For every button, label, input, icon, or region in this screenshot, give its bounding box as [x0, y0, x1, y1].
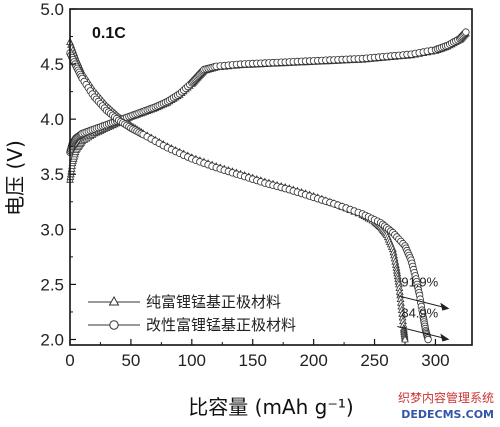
annotation-arrow-head — [440, 333, 450, 342]
x-tick-label: 300 — [421, 351, 449, 370]
x-tick-label: 0 — [65, 351, 74, 370]
y-tick-label: 3.0 — [40, 220, 64, 239]
annotation-arrow-line — [397, 325, 446, 339]
circle-marker — [424, 335, 432, 344]
circle-marker — [462, 28, 470, 36]
x-tick-label: 250 — [360, 351, 388, 370]
plot-content — [66, 28, 470, 344]
watermark-line2: DEDECMS.COM — [401, 408, 494, 421]
y-tick-label: 2.0 — [40, 330, 64, 349]
triangle-marker-icon — [108, 295, 120, 306]
y-axis-title: 电压 (V) — [3, 140, 27, 216]
y-axis-ticks: 2.0 2.5 3.0 3.5 4.0 4.5 5.0 — [40, 0, 76, 349]
annotation-label: 91.9% — [401, 275, 438, 290]
plot-frame — [69, 8, 473, 346]
y-tick-label: 4.5 — [40, 55, 64, 74]
rate-label: 0.1C — [92, 25, 126, 42]
watermark: 织梦内容管理系统 DEDECMS.COM — [397, 389, 496, 423]
watermark-line1: 织梦内容管理系统 — [398, 390, 494, 405]
legend-label-modified: 改性富锂锰基正极材料 — [146, 316, 296, 334]
y-tick-label: 4.0 — [40, 110, 64, 129]
circle-marker-icon — [109, 320, 119, 330]
legend-label-pure: 纯富锂锰基正极材料 — [146, 293, 281, 311]
x-axis-title: 比容量 (mAh g⁻¹) — [188, 395, 353, 419]
y-tick-label: 2.5 — [40, 275, 64, 294]
series-modified — [66, 28, 470, 344]
x-axis-ticks: 0 50 100 150 200 250 300 — [65, 339, 450, 370]
annotation-arrow-line — [397, 295, 446, 309]
x-tick-label: 100 — [178, 351, 206, 370]
annotations: 91.9% 84.9% — [397, 275, 450, 342]
y-tick-label: 3.5 — [40, 165, 64, 184]
legend-item-modified: 改性富锂锰基正极材料 — [88, 316, 296, 334]
legend: 纯富锂锰基正极材料 改性富锂锰基正极材料 — [88, 293, 296, 334]
x-tick-label: 50 — [121, 351, 140, 370]
legend-item-pure: 纯富锂锰基正极材料 — [88, 293, 281, 311]
annotation-arrow-head — [440, 302, 450, 311]
charge-curve — [69, 31, 467, 153]
annotation-label: 84.9% — [401, 305, 438, 320]
x-tick-label: 200 — [299, 351, 327, 370]
y-tick-label: 5.0 — [40, 0, 64, 19]
x-tick-label: 150 — [239, 351, 267, 370]
